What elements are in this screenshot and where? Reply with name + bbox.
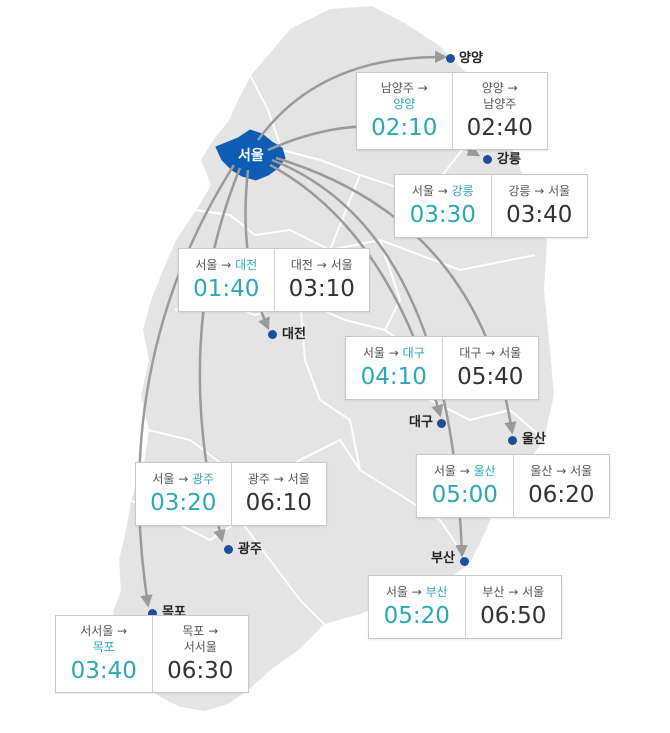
route-label: 대전 → 서울	[290, 258, 353, 272]
outbound-cell: 서울 → 대구 04:10	[346, 337, 442, 399]
inbound-cell: 목포 → 서서울 06:30	[151, 616, 249, 692]
yangyang-label: 양양	[459, 51, 483, 66]
travel-time: 06:30	[167, 658, 234, 684]
travel-time: 03:30	[409, 202, 476, 228]
time-card-seoul-gangneung: 서울 → 강릉 03:30 강릉 → 서울 03:40	[394, 174, 588, 238]
travel-time: 06:20	[528, 482, 595, 508]
ulsan-label: 울산	[522, 432, 546, 447]
travel-time: 05:40	[457, 364, 524, 390]
time-card-namyangju-yangyang: 남양주 → 양양 02:10 양양 → 남양주 02:40	[356, 72, 548, 150]
route-label: 서울 → 부산	[386, 584, 448, 600]
busan-dot	[460, 557, 469, 566]
route-label: 울산 → 서울	[530, 464, 593, 478]
outbound-cell: 남양주 → 양양 02:10	[357, 73, 452, 149]
travel-time: 05:20	[383, 603, 450, 629]
destination-label: 광주	[192, 472, 215, 486]
route-label: 서울 → 강릉	[412, 183, 474, 199]
route-label: 서울 → 울산	[434, 463, 496, 479]
mokpo-dot	[148, 609, 157, 618]
route-label: 남양주	[483, 97, 517, 111]
travel-time: 03:10	[288, 276, 355, 302]
time-card-seoul-gwangju: 서울 → 광주 03:20 광주 → 서울 06:10	[135, 462, 327, 526]
yangyang-dot	[446, 54, 455, 63]
inbound-cell: 광주 → 서울 06:10	[230, 463, 327, 525]
seoul-label: 서울	[238, 148, 264, 164]
origin-label: 서울 →	[433, 464, 470, 478]
origin-label: 서울 →	[362, 346, 399, 360]
route-label: 목포	[93, 639, 115, 655]
outbound-cell: 서울 → 부산 05:20	[369, 576, 465, 638]
route-label: 양양 →	[481, 81, 518, 95]
route-label: 남양주 →	[380, 81, 428, 95]
route-label: 서울 → 대구	[363, 345, 425, 361]
inbound-cell: 부산 → 서울 06:50	[464, 576, 562, 638]
destination-label: 울산	[473, 464, 496, 478]
route-label: 서서울	[183, 640, 217, 654]
outbound-cell: 서울 → 강릉 03:30	[395, 175, 491, 237]
travel-time: 03:40	[506, 202, 573, 228]
destination-label: 부산	[425, 585, 448, 599]
route-label: 서울 → 대전	[195, 257, 257, 273]
time-card-seoul-busan: 서울 → 부산 05:20 부산 → 서울 06:50	[368, 575, 562, 639]
gangneung-dot	[483, 155, 492, 164]
origin-label: 서울 →	[195, 258, 232, 272]
daejeon-dot	[268, 330, 277, 339]
outbound-cell: 서울 → 울산 05:00	[417, 455, 513, 517]
inbound-cell: 대전 → 서울 03:10	[273, 249, 370, 311]
busan-label: 부산	[431, 551, 455, 566]
travel-time: 02:10	[371, 115, 438, 141]
origin-label: 서울 →	[385, 585, 422, 599]
outbound-cell: 서울 → 대전 01:40	[179, 249, 274, 311]
outbound-cell: 서서울 → 목포 03:40	[56, 616, 152, 692]
arrow-mokpo	[137, 164, 236, 608]
origin-label: 서울 →	[411, 184, 448, 198]
route-label: 광주 → 서울	[247, 472, 310, 486]
destination-label: 양양	[393, 97, 416, 111]
travel-time: 02:40	[466, 115, 533, 141]
route-label: 서서울 →	[80, 624, 128, 638]
travel-time: 03:20	[150, 490, 217, 516]
route-label: 양양	[393, 96, 415, 112]
travel-time: 01:40	[193, 276, 260, 302]
ulsan-dot	[508, 436, 517, 445]
destination-label: 대전	[235, 258, 258, 272]
route-label: 부산 → 서울	[482, 585, 545, 599]
gangneung-label: 강릉	[497, 152, 521, 167]
destination-label: 강릉	[451, 184, 474, 198]
inbound-cell: 대구 → 서울 05:40	[441, 337, 539, 399]
time-card-seoseoul-mokpo: 서서울 → 목포 03:40 목포 → 서서울 06:30	[55, 615, 249, 693]
route-label: 대구 → 서울	[459, 346, 522, 360]
route-label: 강릉 → 서울	[508, 184, 571, 198]
inbound-cell: 울산 → 서울 06:20	[512, 455, 610, 517]
gwangju-label: 광주	[238, 542, 262, 557]
travel-time: 03:40	[70, 658, 137, 684]
route-label: 서울 → 광주	[152, 471, 214, 487]
time-card-seoul-daegu: 서울 → 대구 04:10 대구 → 서울 05:40	[345, 336, 539, 400]
gwangju-dot	[224, 545, 233, 554]
inbound-cell: 강릉 → 서울 03:40	[490, 175, 588, 237]
outbound-cell: 서울 → 광주 03:20	[136, 463, 231, 525]
travel-time: 06:50	[480, 603, 547, 629]
origin-label: 서울 →	[152, 472, 189, 486]
arrow-yangyang	[256, 50, 448, 141]
daejeon-label: 대전	[282, 327, 306, 342]
travel-time: 06:10	[245, 490, 312, 516]
daegu-label: 대구	[409, 415, 433, 430]
route-label: 목포 →	[182, 624, 219, 638]
travel-time: 04:10	[360, 364, 427, 390]
time-card-seoul-daejeon: 서울 → 대전 01:40 대전 → 서울 03:10	[178, 248, 370, 312]
daegu-dot	[437, 419, 446, 428]
destination-label: 대구	[402, 346, 425, 360]
inbound-cell: 양양 → 남양주 02:40	[451, 73, 548, 149]
travel-time: 05:00	[431, 482, 498, 508]
destination-label: 목포	[92, 640, 115, 654]
time-card-seoul-ulsan: 서울 → 울산 05:00 울산 → 서울 06:20	[416, 454, 610, 518]
